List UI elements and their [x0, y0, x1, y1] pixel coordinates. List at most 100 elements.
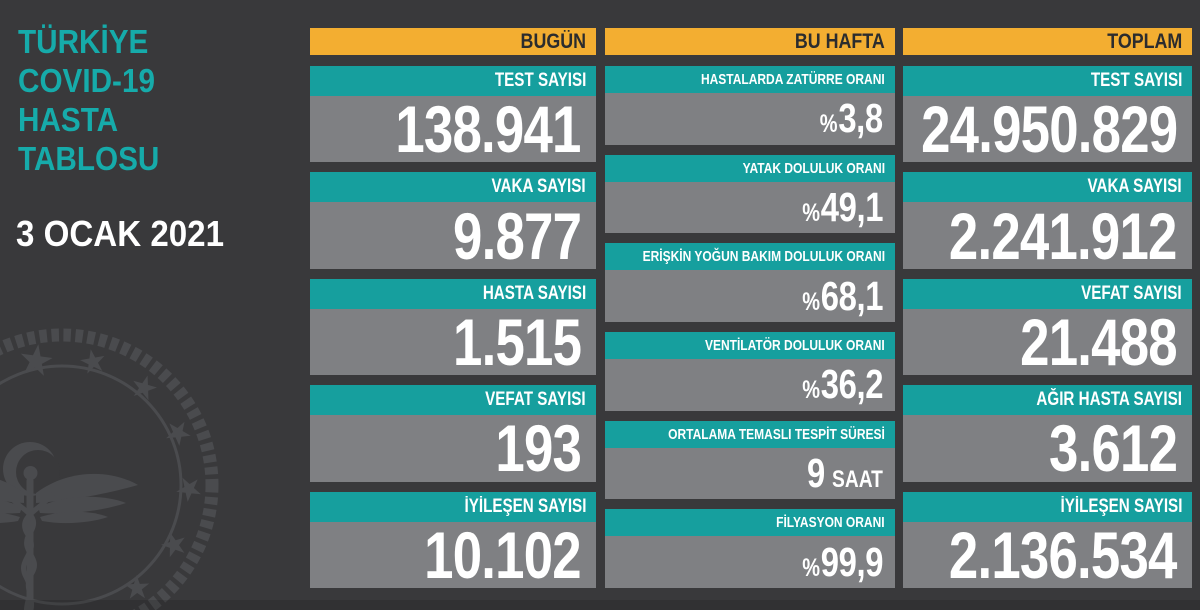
- stat-label-strip: HASTALARDA ZATÜRRE ORANI: [605, 66, 895, 93]
- stat-value: % 49,1: [802, 187, 883, 228]
- sidebar: TÜRKİYE COVID-19 HASTA TABLOSU 3 OCAK 20…: [0, 0, 310, 610]
- stat-value-panel: 1.515: [310, 305, 596, 380]
- stat-value-panel: 2.241.912: [903, 202, 1192, 269]
- stat-label: YATAK DOLULUK ORANI: [742, 159, 885, 177]
- stat-box: YATAK DOLULUK ORANI% 49,1: [605, 154, 895, 234]
- stat-value-panel: 193: [310, 411, 596, 486]
- unit-label: SAAT: [832, 466, 883, 494]
- stat-value: 9 SAAT: [807, 453, 883, 494]
- stat-value: 2.136.534: [949, 522, 1177, 588]
- stat-label: ERİŞKİN YOĞUN BAKIM DOLULUK ORANI: [642, 248, 885, 266]
- stat-box: VEFAT SAYISI 193: [310, 385, 596, 486]
- stat-value-panel: 24.950.829: [903, 92, 1192, 167]
- stat-label-strip: İYİLEŞEN SAYISI: [310, 491, 596, 522]
- stat-label: ORTALAMA TEMASLI TESPİT SÜRESİ: [668, 425, 885, 443]
- stat-box: TEST SAYISI 138.941: [310, 66, 596, 167]
- stat-label-strip: İYİLEŞEN SAYISI: [903, 491, 1192, 522]
- stat-label: İYİLEŞEN SAYISI: [1060, 495, 1182, 517]
- column-header-label: BUGÜN: [520, 29, 586, 53]
- health-ministry-emblem-icon: [0, 328, 219, 610]
- column-header: BUGÜN: [310, 28, 596, 55]
- stat-number: 24.950.829: [920, 92, 1178, 167]
- stat-label-strip: AĞIR HASTA SAYISI: [903, 385, 1192, 416]
- stat-value: 21.488: [1020, 309, 1177, 375]
- stat-label: VEFAT SAYISI: [485, 389, 586, 411]
- stat-label: VAKA SAYISI: [491, 176, 586, 198]
- column-header: TOPLAM: [903, 28, 1192, 55]
- column-3: TOPLAM TEST SAYISI 24.950.829 VAKA SAYISI 2.…: [903, 28, 1192, 589]
- stat-value: % 68,1: [802, 275, 883, 317]
- page-title-line: TABLOSU: [18, 140, 160, 177]
- stat-value-panel: 2.136.534: [903, 521, 1192, 589]
- percent-prefix: %: [802, 553, 820, 582]
- stat-label-strip: VAKA SAYISI: [310, 172, 596, 203]
- stat-value: 1.515: [452, 305, 582, 380]
- page-title-line: COVID-19: [18, 62, 155, 99]
- stat-box: İYİLEŞEN SAYISI 10.102: [310, 491, 596, 589]
- stat-label: VEFAT SAYISI: [1081, 282, 1182, 304]
- stat-value: 2.241.912: [949, 203, 1177, 269]
- stat-number: 3,8: [838, 95, 884, 142]
- stat-number: 1.515: [452, 305, 582, 380]
- column-header-label: BU HAFTA: [795, 29, 885, 53]
- stat-box: FİLYASYON ORANI% 99,9: [605, 509, 895, 589]
- stat-value: 193: [495, 411, 582, 486]
- stat-label-strip: TEST SAYISI: [310, 66, 596, 96]
- column-1: BUGÜN TEST SAYISI 138.941 VAKA SAYISI 9.877 H…: [310, 28, 596, 589]
- stat-number: 21.488: [1020, 305, 1177, 380]
- stat-number: 138.941: [395, 92, 582, 167]
- stat-value-panel: % 68,1: [605, 270, 895, 323]
- stat-value: 3.612: [1048, 411, 1178, 486]
- stat-box: VENTİLATÖR DOLULUK ORANI% 36,2: [605, 332, 895, 411]
- stat-boxes: HASTALARDA ZATÜRRE ORANI% 3,8 YATAK DOLULU…: [605, 66, 895, 589]
- stat-box: İYİLEŞEN SAYISI 2.136.534: [903, 491, 1192, 589]
- stat-value-panel: 138.941: [310, 92, 596, 167]
- percent-prefix: %: [802, 199, 820, 227]
- stat-label: TEST SAYISI: [1090, 70, 1182, 91]
- stat-number: 36,2: [820, 361, 884, 408]
- stat-boxes: TEST SAYISI 138.941 VAKA SAYISI 9.877 HASTA …: [310, 66, 596, 589]
- stat-box: ERİŞKİN YOĞUN BAKIM DOLULUK ORANI % 68,1: [605, 243, 895, 323]
- stat-label-strip: VEFAT SAYISI: [310, 385, 596, 416]
- stat-box: TEST SAYISI 24.950.829: [903, 66, 1192, 167]
- stat-value-panel: % 3,8: [605, 93, 895, 145]
- stat-value: % 3,8: [820, 98, 883, 139]
- percent-prefix: %: [802, 376, 820, 405]
- stat-value: 24.950.829: [920, 92, 1178, 167]
- stat-number: 49,1: [820, 184, 884, 230]
- stat-label: VENTİLATÖR DOLULUK ORANI: [705, 337, 885, 355]
- stat-label-strip: HASTA SAYISI: [310, 278, 596, 309]
- stat-box: HASTA SAYISI 1.515: [310, 278, 596, 380]
- stat-number: 2.241.912: [949, 198, 1177, 273]
- bottom-shade: [0, 600, 1200, 610]
- stat-number: 9.877: [452, 198, 582, 273]
- report-date: 3 OCAK 2021: [16, 213, 225, 254]
- stat-number: 193: [495, 411, 582, 486]
- stat-value: % 99,9: [802, 541, 883, 583]
- stat-value-panel: 10.102: [310, 521, 596, 589]
- stat-label: AĞIR HASTA SAYISI: [1036, 389, 1182, 411]
- stat-number: 3.612: [1048, 411, 1178, 486]
- percent-prefix: %: [802, 287, 820, 316]
- stat-label-strip: VEFAT SAYISI: [903, 278, 1192, 309]
- stat-label: TEST SAYISI: [494, 70, 586, 91]
- stat-label-strip: VENTİLATÖR DOLULUK ORANI: [605, 332, 895, 360]
- stat-label-strip: VAKA SAYISI: [903, 172, 1192, 203]
- stat-value-panel: 9.877: [310, 198, 596, 273]
- column-2: BU HAFTA HASTALARDA ZATÜRRE ORANI% 3,8 YATA…: [605, 28, 895, 589]
- stat-number: 9: [807, 450, 825, 497]
- stat-value-panel: % 49,1: [605, 181, 895, 234]
- page-title-line: HASTA: [18, 101, 119, 138]
- stat-value-panel: % 99,9: [605, 536, 895, 589]
- stat-box: VAKA SAYISI 2.241.912: [903, 172, 1192, 269]
- stat-label: VAKA SAYISI: [1087, 176, 1182, 198]
- stat-value: % 36,2: [802, 364, 883, 405]
- stat-box: VAKA SAYISI 9.877: [310, 172, 596, 273]
- stat-box: AĞIR HASTA SAYISI 3.612: [903, 385, 1192, 486]
- stat-number: 2.136.534: [949, 517, 1177, 592]
- stat-label-strip: TEST SAYISI: [903, 66, 1192, 96]
- stats-grid: BUGÜN TEST SAYISI 138.941 VAKA SAYISI 9.877 H…: [310, 28, 1192, 589]
- stat-box: HASTALARDA ZATÜRRE ORANI % 3,8: [605, 66, 895, 145]
- stat-box: ORTALAMA TEMASLI TESPİT SÜRESİ 9 SAAT: [605, 420, 895, 500]
